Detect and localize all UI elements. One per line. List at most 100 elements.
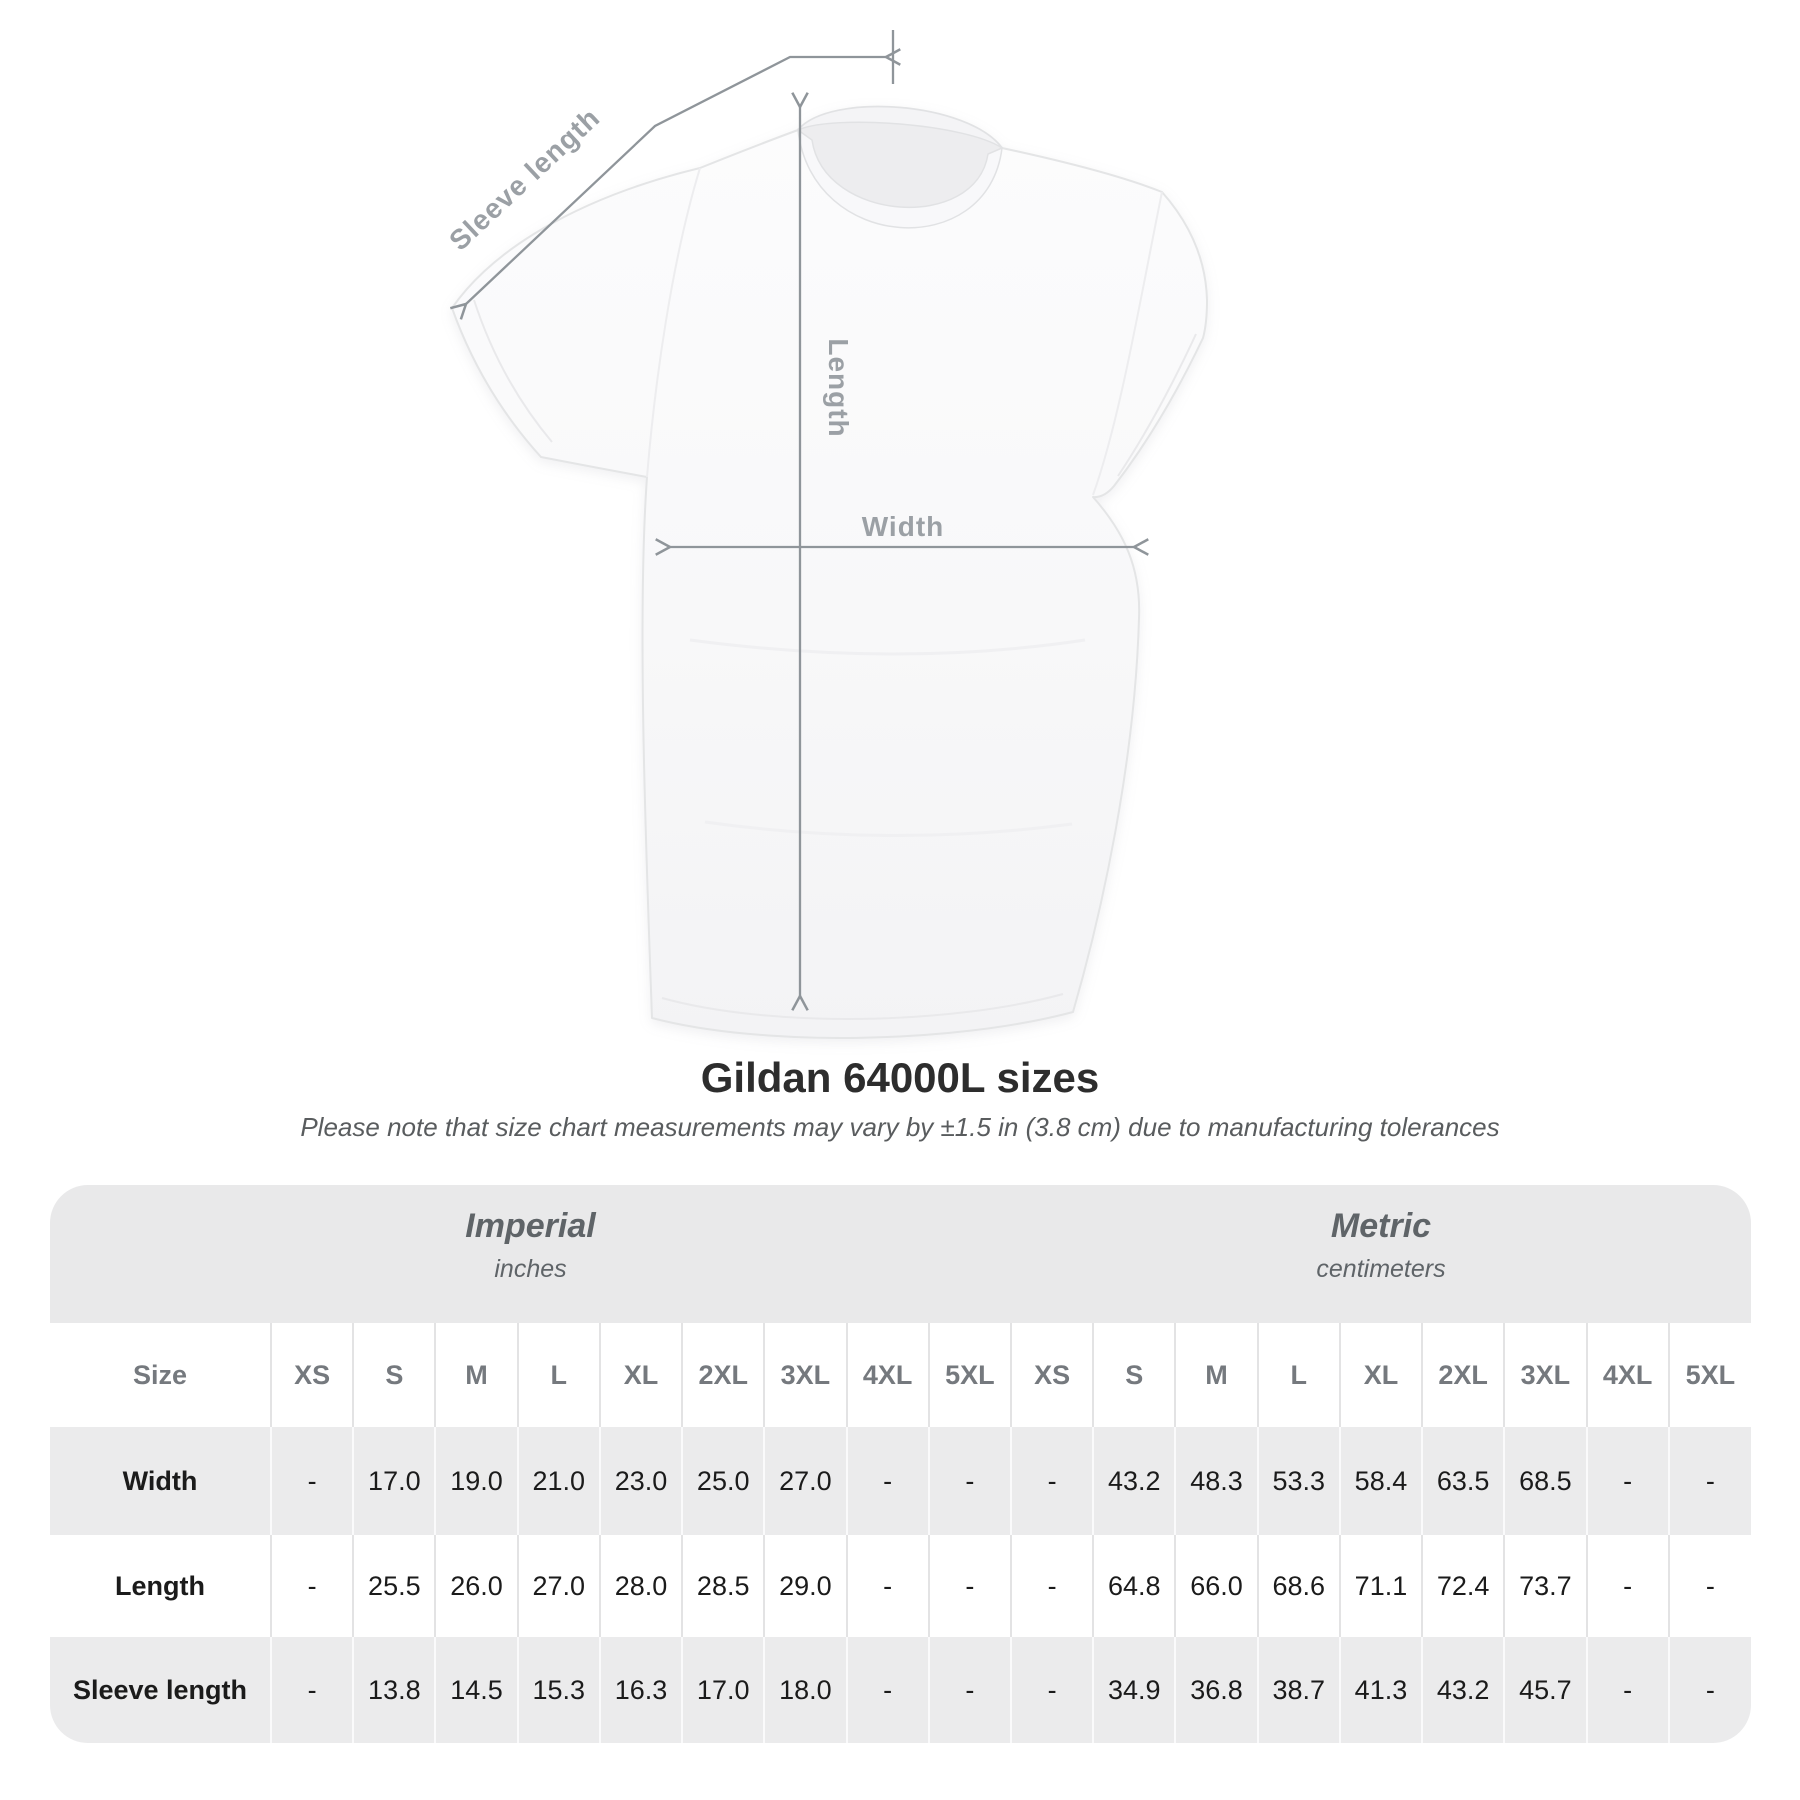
size-header: 3XL — [1503, 1323, 1587, 1427]
table-row-width: Width - 17.0 19.0 21.0 23.0 25.0 27.0 - … — [50, 1427, 1751, 1535]
tolerance-note: Please note that size chart measurements… — [300, 1112, 1500, 1143]
table-cell: - — [1009, 1637, 1094, 1743]
tshirt-silhouette — [451, 105, 1208, 1039]
hem-stitch — [661, 993, 1064, 1020]
size-header: XS — [269, 1323, 354, 1427]
row-label: Sleeve length — [72, 1674, 248, 1705]
heading-block: Gildan 64000L sizes Please note that siz… — [0, 1054, 1800, 1143]
size-header: 5XL — [1667, 1323, 1751, 1427]
size-column-header: Size — [132, 1359, 188, 1390]
size-header: 2XL — [1421, 1323, 1505, 1427]
size-header: 4XL — [1585, 1323, 1669, 1427]
size-header: 3XL — [763, 1323, 847, 1427]
row-label: Width — [122, 1465, 198, 1496]
metric-title: Metric — [1330, 1207, 1432, 1245]
table-cell: 25.5 — [352, 1535, 436, 1637]
table-cell: - — [927, 1535, 1011, 1637]
table-cell: - — [927, 1427, 1011, 1535]
table-cell: 53.3 — [1256, 1427, 1340, 1535]
right-cuff-stitch — [1117, 333, 1197, 477]
table-cell: - — [1009, 1535, 1094, 1637]
table-cell: 29.0 — [763, 1535, 847, 1637]
table-cell: 73.7 — [1503, 1535, 1587, 1637]
table-cell: 66.0 — [1174, 1535, 1258, 1637]
table-cell: 38.7 — [1256, 1637, 1340, 1743]
length-label: Length — [823, 338, 854, 437]
size-header: XS — [1009, 1323, 1094, 1427]
size-header: XL — [1338, 1323, 1423, 1427]
table-cell: 21.0 — [516, 1427, 600, 1535]
table-cell: 36.8 — [1174, 1637, 1258, 1743]
table-cell: 68.5 — [1503, 1427, 1587, 1535]
table-cell: 13.8 — [352, 1637, 436, 1743]
size-header: XL — [598, 1323, 683, 1427]
size-header: 4XL — [845, 1323, 929, 1427]
imperial-unit: inches — [494, 1255, 567, 1283]
table-cell: 63.5 — [1421, 1427, 1505, 1535]
table-cell: 43.2 — [1421, 1637, 1505, 1743]
width-label: Width — [862, 511, 945, 542]
table-cell: 28.5 — [681, 1535, 765, 1637]
table-cell: - — [1667, 1637, 1751, 1743]
size-measurements-table: Size XS S M L XL 2XL 3XL 4XL 5XL XS S M … — [50, 1323, 1751, 1743]
units-band: Imperial inches Metric centimeters — [50, 1185, 1751, 1323]
page-title: Gildan 64000L sizes — [700, 1054, 1100, 1101]
table-cell: - — [1667, 1535, 1751, 1637]
table-cell: 45.7 — [1503, 1637, 1587, 1743]
table-cell: - — [927, 1637, 1011, 1743]
table-cell: 71.1 — [1338, 1535, 1423, 1637]
size-table: Imperial inches Metric centimeters Size … — [50, 1185, 1751, 1743]
size-header: 2XL — [681, 1323, 765, 1427]
table-cell: - — [845, 1427, 929, 1535]
sleeve-length-dimension-line — [466, 57, 886, 304]
table-cell: - — [1667, 1427, 1751, 1535]
metric-unit: centimeters — [1316, 1255, 1446, 1283]
table-cell: 64.8 — [1092, 1535, 1176, 1637]
table-cell: - — [1585, 1535, 1669, 1637]
imperial-section-header: Imperial inches — [50, 1185, 1011, 1323]
fabric-wrinkle — [689, 638, 1086, 656]
size-header: L — [516, 1323, 600, 1427]
right-sleeve-seam — [1092, 191, 1163, 496]
table-cell: 68.6 — [1256, 1535, 1340, 1637]
size-header: S — [352, 1323, 436, 1427]
table-cell: 28.0 — [598, 1535, 683, 1637]
table-cell: 16.3 — [598, 1637, 683, 1743]
size-header: L — [1256, 1323, 1340, 1427]
table-row-sleeve-length: Sleeve length - 13.8 14.5 15.3 16.3 17.0… — [50, 1637, 1751, 1743]
table-cell: 27.0 — [516, 1535, 600, 1637]
size-header: 5XL — [927, 1323, 1011, 1427]
table-cell: - — [845, 1637, 929, 1743]
table-cell: 19.0 — [434, 1427, 518, 1535]
table-cell: 14.5 — [434, 1637, 518, 1743]
table-cell: 18.0 — [763, 1637, 847, 1743]
table-cell: - — [845, 1535, 929, 1637]
tshirt-illustration — [451, 105, 1208, 1039]
table-cell: 41.3 — [1338, 1637, 1423, 1743]
table-cell: 48.3 — [1174, 1427, 1258, 1535]
table-row-length: Length - 25.5 26.0 27.0 28.0 28.5 29.0 -… — [50, 1535, 1751, 1637]
table-cell: 72.4 — [1421, 1535, 1505, 1637]
size-header-row: Size XS S M L XL 2XL 3XL 4XL 5XL XS S M … — [50, 1323, 1751, 1427]
metric-section-header: Metric centimeters — [1011, 1185, 1751, 1323]
table-cell: 34.9 — [1092, 1637, 1176, 1743]
table-cell: - — [269, 1535, 354, 1637]
table-cell: 27.0 — [763, 1427, 847, 1535]
table-cell: 23.0 — [598, 1427, 683, 1535]
size-header: M — [434, 1323, 518, 1427]
table-cell: - — [1009, 1427, 1094, 1535]
table-cell: - — [1585, 1427, 1669, 1535]
table-cell: - — [269, 1427, 354, 1535]
size-header: M — [1174, 1323, 1258, 1427]
table-cell: 43.2 — [1092, 1427, 1176, 1535]
table-cell: 58.4 — [1338, 1427, 1423, 1535]
table-cell: - — [1585, 1637, 1669, 1743]
table-cell: - — [269, 1637, 354, 1743]
size-header: S — [1092, 1323, 1176, 1427]
table-cell: 26.0 — [434, 1535, 518, 1637]
table-cell: 25.0 — [681, 1427, 765, 1535]
tshirt-measurement-diagram: Sleeve length Length Width — [443, 30, 1208, 1039]
table-cell: 17.0 — [352, 1427, 436, 1535]
fabric-wrinkle — [704, 820, 1073, 837]
